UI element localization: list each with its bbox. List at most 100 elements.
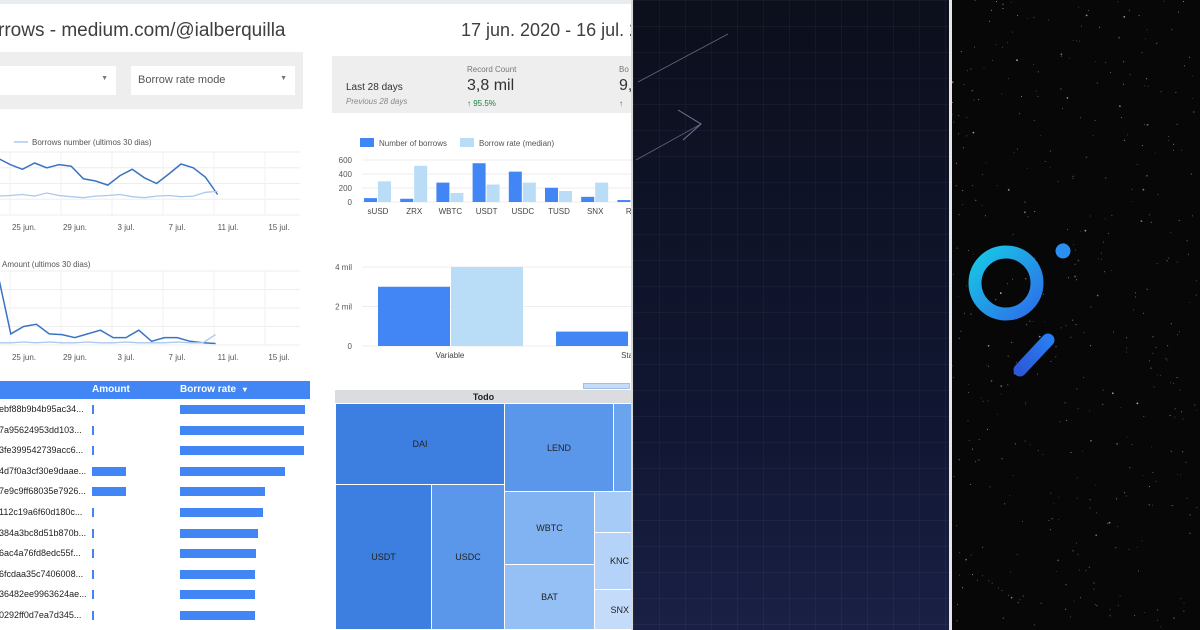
star — [1160, 626, 1162, 628]
bar[interactable] — [378, 181, 391, 202]
filter-dropdown-1[interactable]: ▼ — [0, 66, 116, 95]
bar[interactable] — [556, 331, 628, 346]
star — [955, 185, 957, 187]
category-label: RE — [626, 207, 632, 216]
star — [1110, 270, 1112, 272]
star — [1107, 233, 1109, 234]
treemap-scroll-bar[interactable] — [583, 383, 630, 389]
bar[interactable] — [559, 191, 572, 202]
star — [1123, 16, 1126, 18]
bar[interactable] — [364, 198, 377, 202]
treemap-tile-dai[interactable]: DAI — [335, 403, 505, 485]
bar[interactable] — [378, 286, 450, 346]
scorecard: Last 28 days Previous 28 days Record Cou… — [332, 56, 632, 113]
star — [1040, 135, 1042, 136]
star — [1131, 188, 1133, 190]
table-row[interactable]: 7e9c9ff68035e7926... — [0, 482, 310, 503]
star — [1073, 244, 1075, 246]
bar[interactable] — [486, 184, 500, 202]
star — [988, 580, 990, 582]
star — [1017, 148, 1018, 150]
treemap-tile-extra[interactable] — [613, 403, 632, 492]
star — [1075, 324, 1077, 326]
star — [985, 162, 987, 164]
star — [1101, 252, 1102, 254]
star — [953, 376, 955, 378]
bar[interactable] — [450, 192, 464, 202]
table-row[interactable]: ebf88b9b4b95ac34... — [0, 400, 310, 421]
star — [1050, 360, 1052, 362]
star — [1021, 96, 1022, 97]
star — [1149, 214, 1151, 216]
starfield-logo-panel — [952, 0, 1200, 630]
table-row[interactable]: 0292ff0d7ea7d345... — [0, 606, 310, 627]
star — [1156, 263, 1158, 265]
star — [1152, 352, 1154, 354]
star — [1074, 275, 1076, 278]
star — [1001, 93, 1003, 95]
treemap-tile-usdc[interactable]: USDC — [431, 484, 505, 630]
star — [1178, 220, 1180, 221]
table-row[interactable]: 6ac4a76fd8edc55f... — [0, 544, 310, 565]
bar[interactable] — [472, 163, 486, 202]
bar[interactable] — [400, 198, 414, 202]
treemap-tile-lend[interactable]: LEND — [504, 403, 614, 492]
star — [1168, 257, 1170, 259]
star — [1000, 385, 1003, 387]
star — [1055, 356, 1057, 358]
date-range-picker[interactable]: 17 jun. 2020 - 16 jul. 2 — [461, 20, 632, 40]
star — [1026, 324, 1028, 326]
bar[interactable] — [508, 171, 522, 202]
star — [1007, 283, 1008, 285]
star — [1017, 14, 1019, 16]
bar[interactable] — [595, 182, 609, 202]
borrow-rate-mode-dropdown[interactable]: Borrow rate mode ▼ — [131, 66, 295, 95]
star — [1057, 181, 1059, 182]
amount-column-header[interactable]: Amount — [92, 384, 130, 395]
star — [1000, 393, 1002, 395]
table-row[interactable]: 112c19a6f60d180c... — [0, 503, 310, 524]
star — [1144, 85, 1146, 87]
treemap-tile-knc[interactable]: KNC — [594, 532, 632, 590]
table-row[interactable]: 384a3bc8d51b870b... — [0, 524, 310, 545]
x-tick-label: 29 jun. — [63, 223, 87, 232]
star — [1095, 534, 1098, 537]
star — [989, 20, 991, 22]
x-tick-label: 29 jun. — [63, 353, 87, 362]
star — [1089, 499, 1091, 501]
treemap-tile-bat[interactable]: BAT — [504, 564, 595, 630]
treemap-tile-wbtc[interactable]: WBTC — [504, 491, 595, 565]
table-row[interactable]: 36482ee9963624ae... — [0, 585, 310, 606]
star — [1076, 477, 1078, 479]
star — [971, 89, 974, 92]
star — [962, 147, 964, 149]
treemap-tile-usdt[interactable]: USDT — [335, 484, 432, 630]
star — [1148, 504, 1150, 506]
borrow-rate-column-header[interactable]: Borrow rate ▾ — [180, 384, 247, 395]
star — [1173, 617, 1175, 619]
table-row[interactable]: 6fcdaa35c7406008... — [0, 565, 310, 586]
bar[interactable] — [414, 165, 428, 202]
star — [1076, 279, 1078, 281]
star — [1032, 63, 1034, 65]
star — [1096, 82, 1098, 84]
bar[interactable] — [545, 187, 558, 202]
bar[interactable] — [522, 182, 536, 202]
treemap-tile-snx[interactable]: SNX — [594, 589, 632, 630]
borrow-rate-bar — [180, 446, 304, 456]
table-row[interactable]: 7a95624953dd103... — [0, 421, 310, 442]
table-row[interactable]: 3fe399542739acc6... — [0, 441, 310, 462]
sort-desc-icon[interactable]: ▾ — [242, 385, 247, 394]
bar[interactable] — [436, 182, 450, 202]
bar[interactable] — [617, 200, 631, 202]
star — [970, 68, 972, 70]
star — [1111, 215, 1113, 216]
x-tick-label: 11 jul. — [218, 353, 239, 362]
bar[interactable] — [451, 267, 523, 346]
star — [987, 428, 989, 430]
star — [956, 525, 958, 527]
bar[interactable] — [581, 196, 595, 202]
treemap-tile-small[interactable] — [594, 491, 632, 533]
table-row[interactable]: 4d7f0a3cf30e9daae... — [0, 462, 310, 483]
star — [1173, 382, 1175, 384]
